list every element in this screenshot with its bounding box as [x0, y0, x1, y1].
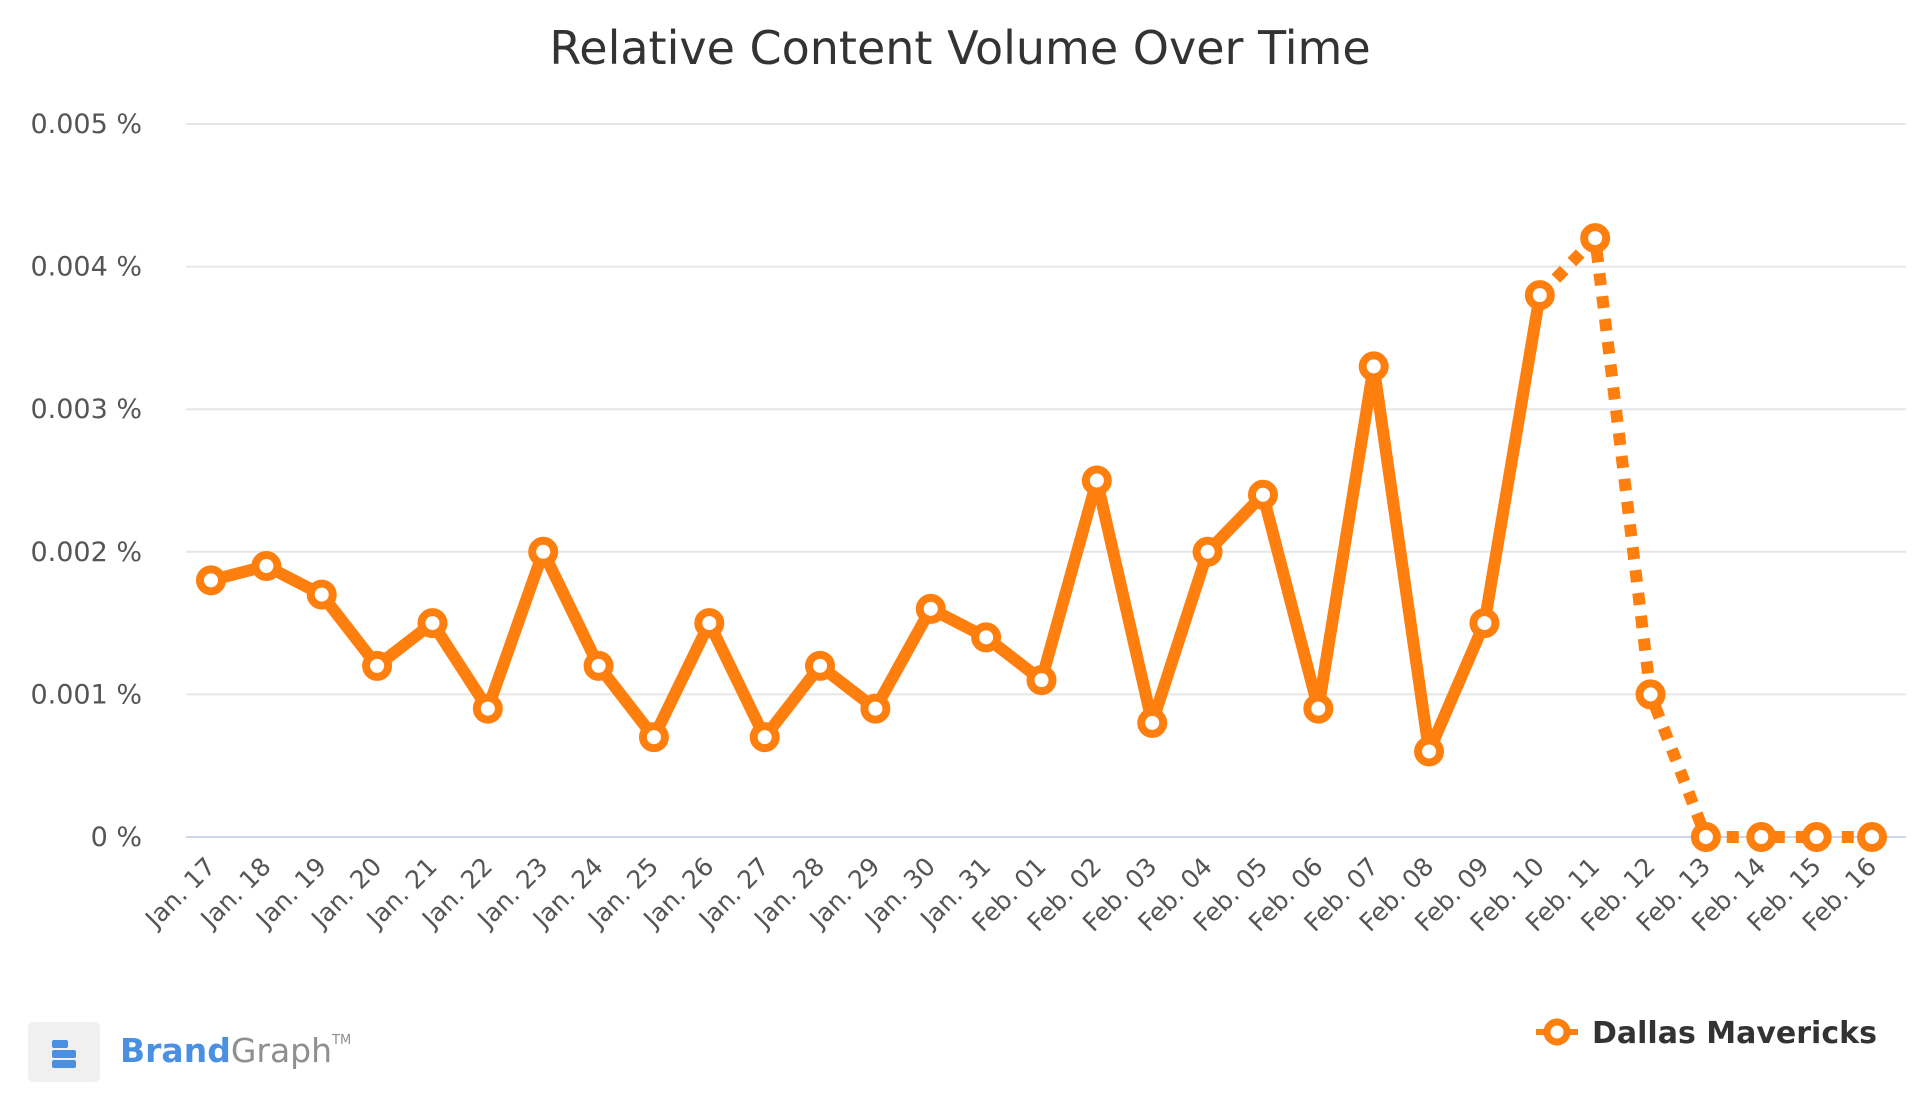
logo-brand-text: Brand	[120, 1031, 231, 1070]
data-point[interactable]	[472, 693, 503, 724]
logo-bars-icon	[52, 1040, 76, 1068]
data-point[interactable]	[1414, 736, 1445, 767]
data-point[interactable]	[1303, 693, 1334, 724]
data-point[interactable]	[251, 551, 282, 582]
logo-text: BrandGraphTM	[120, 1031, 351, 1070]
data-point[interactable]	[417, 608, 448, 639]
data-point[interactable]	[749, 722, 780, 753]
series-line-dashed	[1535, 224, 1872, 843]
data-point[interactable]	[362, 650, 393, 681]
data-point[interactable]	[1358, 351, 1389, 382]
data-point[interactable]	[1580, 223, 1611, 254]
data-point[interactable]	[1192, 536, 1223, 567]
y-tick-label: 0.005 %	[30, 109, 142, 140]
data-point[interactable]	[694, 608, 725, 639]
y-tick-label: 0.001 %	[30, 679, 142, 710]
data-point[interactable]	[805, 650, 836, 681]
data-point[interactable]	[306, 579, 337, 610]
logo-graph-text: Graph	[231, 1031, 332, 1070]
data-point[interactable]	[583, 650, 614, 681]
gridlines	[186, 123, 1906, 838]
data-point[interactable]	[196, 565, 226, 596]
y-tick-label: 0.004 %	[30, 252, 142, 283]
y-axis-tick-labels: 0 % 0.001 % 0.002 % 0.003 % 0.004 % 0.005 %	[30, 109, 142, 853]
legend-series-label: Dallas Mavericks	[1592, 1016, 1877, 1051]
logo-tm-text: TM	[331, 1033, 351, 1048]
data-point[interactable]	[1081, 465, 1112, 496]
y-tick-label: 0.003 %	[30, 394, 142, 425]
data-point[interactable]	[1746, 822, 1777, 852]
series-line-solid	[205, 289, 1546, 758]
data-point[interactable]	[1026, 665, 1057, 696]
data-points	[196, 223, 1887, 852]
data-point[interactable]	[528, 536, 559, 567]
logo-bar	[52, 1040, 68, 1048]
logo-bar	[52, 1060, 76, 1068]
data-point[interactable]	[1857, 822, 1887, 852]
data-point[interactable]	[1635, 679, 1666, 710]
legend[interactable]: Dallas Mavericks	[1536, 1016, 1877, 1051]
data-point[interactable]	[1247, 479, 1278, 510]
data-point[interactable]	[1801, 822, 1832, 852]
y-tick-label: 0.002 %	[30, 537, 142, 568]
y-tick-label: 0 %	[91, 822, 142, 853]
data-point[interactable]	[1524, 280, 1555, 311]
data-point[interactable]	[1137, 707, 1168, 738]
chart-title: Relative Content Volume Over Time	[549, 21, 1370, 75]
brandgraph-logo: BrandGraphTM	[28, 1022, 351, 1082]
data-point[interactable]	[638, 722, 669, 753]
legend-series-marker	[1543, 1018, 1571, 1046]
data-point[interactable]	[971, 622, 1002, 653]
series-dallas-mavericks	[205, 224, 1872, 843]
data-point[interactable]	[860, 693, 891, 724]
data-point[interactable]	[915, 593, 946, 624]
data-point[interactable]	[1690, 822, 1721, 852]
logo-bar	[52, 1050, 76, 1058]
data-point[interactable]	[1469, 608, 1500, 639]
